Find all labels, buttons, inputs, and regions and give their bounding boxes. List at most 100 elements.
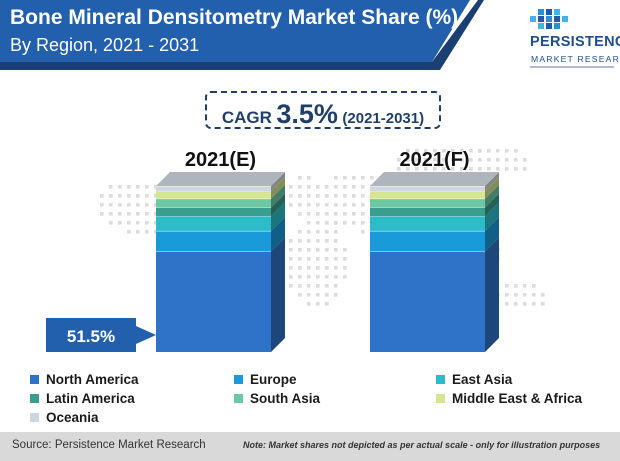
map-dot <box>460 158 464 162</box>
map-dot <box>307 176 311 180</box>
map-dot <box>523 167 527 171</box>
map-dot <box>298 275 302 279</box>
map-dot <box>145 203 149 207</box>
map-dot <box>154 230 158 234</box>
bar-segment-east-asia <box>156 216 271 231</box>
map-dot <box>415 167 419 171</box>
map-dot <box>334 176 338 180</box>
map-dot <box>334 185 338 189</box>
legend-swatch <box>234 394 243 403</box>
data-label-text: 51.5% <box>67 327 115 346</box>
map-dot <box>496 158 500 162</box>
legend-swatch <box>436 375 445 384</box>
map-dot <box>352 194 356 198</box>
map-dot <box>298 293 302 297</box>
map-dot <box>325 284 329 288</box>
bar-segment-side <box>485 202 499 231</box>
map-dot <box>532 302 536 306</box>
map-dot <box>316 239 320 243</box>
map-dot <box>352 176 356 180</box>
map-dot <box>316 203 320 207</box>
map-dot <box>127 194 131 198</box>
map-dot <box>343 212 347 216</box>
map-dot <box>118 185 122 189</box>
category-label: 2021(F) <box>399 149 469 171</box>
bar-segment-side <box>485 172 499 191</box>
map-dot <box>469 149 473 153</box>
map-dot <box>136 230 140 234</box>
legend-label: East Asia <box>452 372 513 387</box>
map-dot <box>496 167 500 171</box>
map-dot <box>316 194 320 198</box>
map-dot <box>505 167 509 171</box>
bar-top-face <box>370 172 499 186</box>
legend: North America Europe East Asia Latin Ame… <box>30 372 610 430</box>
title-banner <box>0 0 484 70</box>
map-dot <box>415 149 419 153</box>
map-dot <box>334 248 338 252</box>
map-dot <box>316 221 320 225</box>
map-dot <box>298 176 302 180</box>
map-dot <box>469 158 473 162</box>
map-dot <box>433 158 437 162</box>
bar-segment-oceania <box>370 186 485 191</box>
map-dot <box>343 275 347 279</box>
bar-segment-side <box>271 172 285 191</box>
map-dot <box>334 266 338 270</box>
map-dot <box>523 302 527 306</box>
map-dot <box>334 221 338 225</box>
map-dot <box>442 149 446 153</box>
map-dot <box>127 230 131 234</box>
map-dot <box>127 203 131 207</box>
map-dot <box>325 275 329 279</box>
bar-segment-middle-east-africa <box>370 190 485 199</box>
map-dot <box>334 275 338 279</box>
map-dot <box>343 266 347 270</box>
map-dot <box>298 284 302 288</box>
map-dot <box>523 158 527 162</box>
map-dot <box>514 158 518 162</box>
map-dot <box>415 158 419 162</box>
map-dot <box>334 203 338 207</box>
map-dot <box>307 302 311 306</box>
map-dot <box>523 293 527 297</box>
map-dot <box>307 194 311 198</box>
map-dot <box>316 302 320 306</box>
legend-label: South Asia <box>250 391 321 406</box>
map-dot <box>334 230 338 234</box>
map-dot <box>316 257 320 261</box>
map-dot <box>145 221 149 225</box>
map-dot <box>325 185 329 189</box>
map-dot <box>127 221 131 225</box>
bar-segment-side <box>271 216 285 252</box>
map-dot <box>460 149 464 153</box>
map-dot <box>316 230 320 234</box>
legend-item-europe: Europe <box>234 372 297 387</box>
labels-layer: 2021(E) 2021(F) 51.5% <box>46 149 470 352</box>
bar-segment-south-asia <box>156 198 271 208</box>
bar-segment-side <box>271 193 285 217</box>
map-dot <box>109 221 113 225</box>
map-dot <box>361 221 365 225</box>
map-dot <box>307 230 311 234</box>
map-dot <box>532 284 536 288</box>
legend-swatch <box>436 394 445 403</box>
map-dot <box>334 257 338 261</box>
bar-segment-side <box>271 176 285 199</box>
legend-label: Middle East & Africa <box>452 391 583 406</box>
map-dot <box>118 221 122 225</box>
data-label-pointer <box>136 326 156 344</box>
map-dot <box>442 167 446 171</box>
map-dot <box>505 293 509 297</box>
logo-name: PERSISTENCE <box>530 34 620 50</box>
map-dot <box>307 284 311 288</box>
map-dot <box>298 239 302 243</box>
bar-segment-side <box>485 193 499 217</box>
map-dot <box>154 203 158 207</box>
map-dot <box>334 194 338 198</box>
map-dot <box>136 212 140 216</box>
map-dot <box>145 185 149 189</box>
map-dot <box>118 212 122 216</box>
map-dot <box>487 167 491 171</box>
